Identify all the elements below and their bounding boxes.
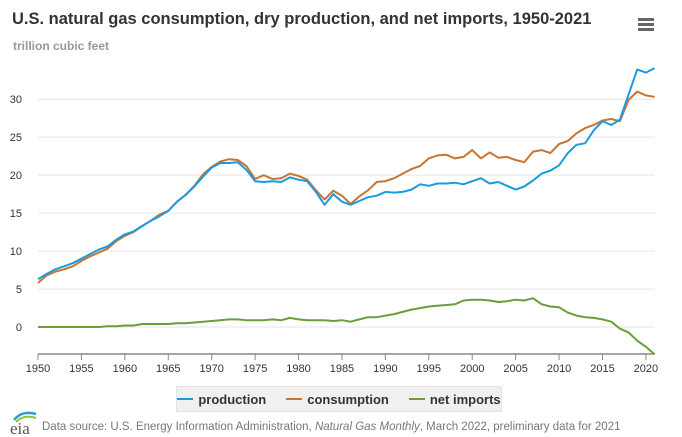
- legend-label: production: [198, 391, 267, 407]
- chart-subtitle: trillion cubic feet: [13, 39, 110, 53]
- x-tick-label: 2015: [590, 363, 614, 375]
- series-line-net-imports: [38, 297, 656, 356]
- y-tick-label: 15: [10, 208, 22, 220]
- legend-swatch: [286, 398, 303, 400]
- legend-swatch: [177, 398, 194, 400]
- x-tick-label: 1995: [417, 363, 441, 375]
- legend-item-production[interactable]: production: [177, 392, 266, 407]
- footer-prefix: Data source: U.S. Energy Information Adm…: [42, 421, 315, 433]
- x-tick-label: 1965: [156, 363, 180, 375]
- hamburger-menu-icon[interactable]: [638, 18, 654, 34]
- footer-publication: Natural Gas Monthly: [314, 421, 420, 433]
- y-tick-label: 10: [10, 246, 22, 258]
- legend-item-net-imports[interactable]: net imports: [408, 391, 501, 407]
- eia-logo: eia: [10, 411, 37, 436]
- y-tick-label: 30: [10, 94, 22, 106]
- legend-label: consumption: [307, 391, 389, 407]
- x-tick-label: 1990: [373, 363, 397, 375]
- series-line-consumption: [37, 90, 655, 284]
- x-tick-label: 2020: [634, 363, 658, 375]
- chart-title: U.S. natural gas consumption, dry produc…: [12, 10, 592, 28]
- x-tick-label: 1955: [69, 363, 93, 375]
- legend: production consumption net imports: [176, 386, 502, 412]
- y-tick-label: 25: [10, 132, 22, 144]
- x-tick-label: 2000: [460, 363, 484, 375]
- y-tick-label: 5: [16, 284, 22, 296]
- y-tick-label: 20: [10, 170, 22, 182]
- x-tick-label: 2005: [503, 363, 527, 375]
- x-tick-label: 2010: [547, 363, 571, 375]
- x-tick-label: 1960: [113, 363, 137, 375]
- svg-text:eia: eia: [10, 419, 30, 436]
- footer-suffix: , March 2022, preliminary data for 2021: [419, 421, 621, 433]
- data-source-note: Data source: U.S. Energy Information Adm…: [42, 421, 620, 433]
- legend-label: net imports: [429, 391, 501, 407]
- x-tick-label: 1980: [286, 363, 310, 375]
- legend-swatch: [408, 398, 425, 400]
- y-tick-label: 0: [16, 322, 22, 334]
- series-line-production: [37, 67, 656, 281]
- x-tick-label: 1975: [243, 363, 267, 375]
- x-tick-label: 1985: [330, 363, 354, 375]
- x-tick-label: 1970: [199, 363, 223, 375]
- legend-item-consumption[interactable]: consumption: [286, 392, 389, 407]
- x-tick-label: 1950: [26, 363, 50, 375]
